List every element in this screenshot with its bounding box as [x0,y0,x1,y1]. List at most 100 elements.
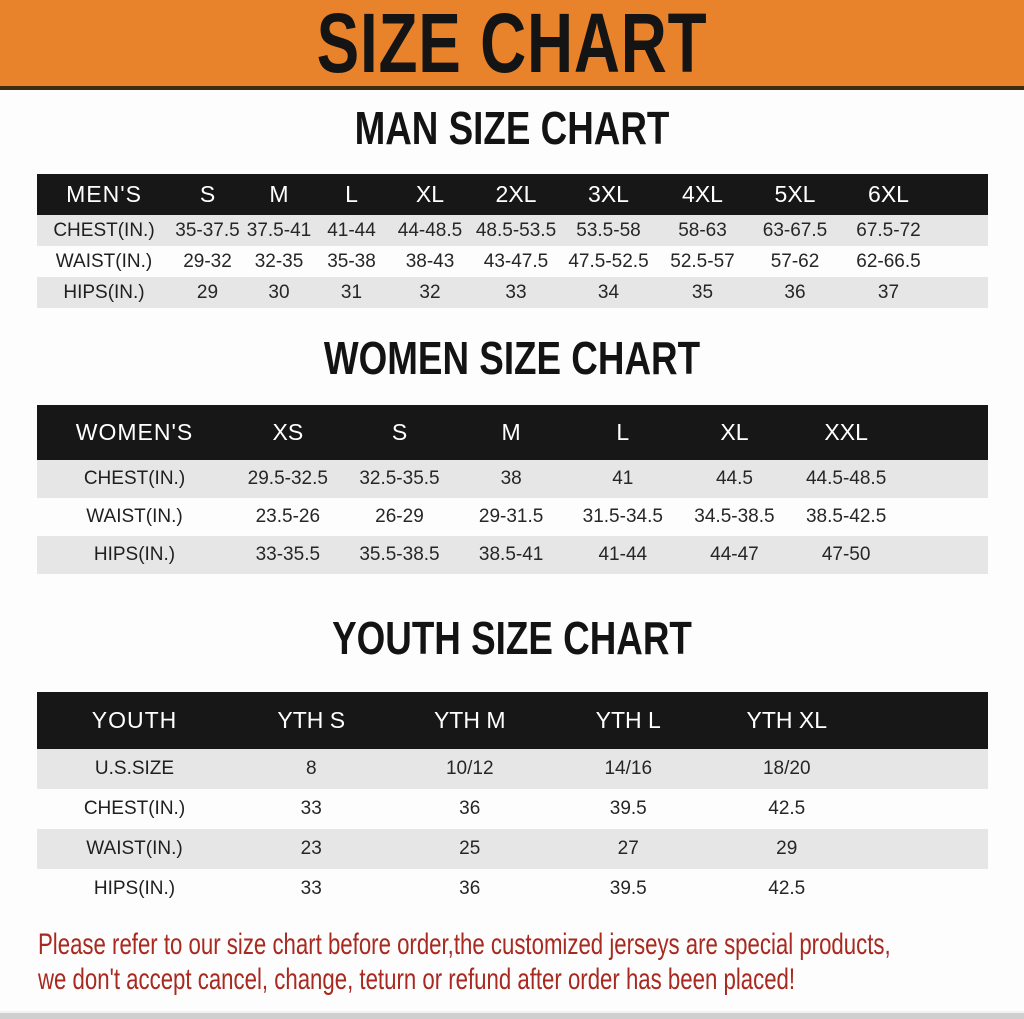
bottom-strip [0,1011,1024,1019]
table-cell: 31.5-34.5 [566,498,679,536]
column-header: M [455,405,567,460]
table-cell: 37.5-41 [244,215,314,246]
column-header: 6XL [841,174,936,215]
row-label: HIPS(IN.) [37,277,171,308]
table-row: CHEST(IN.) 35-37.5 37.5-41 41-44 44-48.5 48.5… [37,215,988,246]
table-cell: 43-47.5 [471,246,561,277]
table-cell: 44-47 [678,536,791,574]
table-cell: 8 [232,749,391,789]
table-cell: 36 [390,789,549,829]
table-cell: 41 [566,460,679,498]
row-spacer [902,498,988,536]
size-chart-banner: SIZE CHART [0,0,1024,90]
table-header-row: WOMEN'S XS S M L XL XXL [37,405,988,460]
table-cell: 47-50 [790,536,902,574]
table-header-row: MEN'S S M L XL 2XL 3XL 4XL 5XL 6XL [37,174,988,215]
column-header: S [343,405,456,460]
table-cell: 48.5-53.5 [471,215,561,246]
table-cell: 35-37.5 [171,215,244,246]
table-cell: 44.5-48.5 [790,460,902,498]
table-cell: 34 [561,277,656,308]
table-cell: 30 [244,277,314,308]
table-cell: 35 [656,277,749,308]
table-cell: 37 [841,277,936,308]
row-spacer [936,277,988,308]
table-row: CHEST(IN.) 33 36 39.5 42.5 [37,789,988,829]
table-cell: 33 [232,789,391,829]
row-label: CHEST(IN.) [37,215,171,246]
table-cell: 38-43 [389,246,471,277]
table-row: U.S.SIZE 8 10/12 14/16 18/20 [37,749,988,789]
table-cell: 39.5 [549,869,708,909]
women-size-table: WOMEN'S XS S M L XL XXL CHEST(IN.) 29.5-32.5 32.5… [37,405,988,574]
column-header: XL [389,174,471,215]
table-corner-label: YOUTH [37,692,232,749]
table-cell: 39.5 [549,789,708,829]
table-cell: 35.5-38.5 [343,536,456,574]
table-cell: 33 [471,277,561,308]
table-cell: 10/12 [390,749,549,789]
notice-line-1: Please refer to our size chart before or… [38,928,891,961]
table-cell: 27 [549,829,708,869]
table-cell: 29 [171,277,244,308]
table-cell: 41-44 [314,215,389,246]
row-spacer [866,749,988,789]
table-corner-label: MEN'S [37,174,171,215]
table-cell: 63-67.5 [749,215,841,246]
column-header: XS [232,405,344,460]
table-cell: 36 [749,277,841,308]
row-spacer [902,460,988,498]
men-size-table: MEN'S S M L XL 2XL 3XL 4XL 5XL 6XL CHEST(IN.) 35-37… [37,174,988,308]
column-header: L [314,174,389,215]
table-row: WAIST(IN.) 23 25 27 29 [37,829,988,869]
footer-notice: Please refer to our size chart before or… [0,927,1024,997]
table-cell: 25 [390,829,549,869]
women-section-heading: WOMEN SIZE CHART [323,332,701,384]
table-row: HIPS(IN.) 33-35.5 35.5-38.5 38.5-41 41-44 44-… [37,536,988,574]
column-header: 5XL [749,174,841,215]
man-section-heading: MAN SIZE CHART [354,102,670,154]
column-header: 2XL [471,174,561,215]
table-cell: 34.5-38.5 [678,498,791,536]
column-header: 4XL [656,174,749,215]
table-cell: 44-48.5 [389,215,471,246]
table-cell: 14/16 [549,749,708,789]
column-header: 3XL [561,174,656,215]
table-cell: 29-32 [171,246,244,277]
column-header: XXL [790,405,902,460]
table-cell: 52.5-57 [656,246,749,277]
table-cell: 23.5-26 [232,498,344,536]
table-row: HIPS(IN.) 33 36 39.5 42.5 [37,869,988,909]
table-row: CHEST(IN.) 29.5-32.5 32.5-35.5 38 41 44.5 44.5… [37,460,988,498]
table-cell: 23 [232,829,391,869]
table-cell: 18/20 [707,749,866,789]
row-label: WAIST(IN.) [37,829,232,869]
table-row: WAIST(IN.) 29-32 32-35 35-38 38-43 43-47.5 47.… [37,246,988,277]
table-cell: 38.5-42.5 [790,498,902,536]
table-cell: 38 [455,460,567,498]
row-spacer [866,789,988,829]
column-header: L [566,405,679,460]
table-cell: 47.5-52.5 [561,246,656,277]
table-cell: 58-63 [656,215,749,246]
row-label: HIPS(IN.) [37,869,232,909]
table-cell: 42.5 [707,789,866,829]
table-cell: 36 [390,869,549,909]
table-cell: 38.5-41 [455,536,567,574]
row-spacer [866,869,988,909]
table-cell: 44.5 [678,460,791,498]
row-label: CHEST(IN.) [37,460,232,498]
row-spacer [936,215,988,246]
table-cell: 29 [707,829,866,869]
table-cell: 41-44 [566,536,679,574]
table-cell: 35-38 [314,246,389,277]
row-label: WAIST(IN.) [37,246,171,277]
youth-size-table: YOUTH YTH S YTH M YTH L YTH XL U.S.SIZE 8 10/12… [37,692,988,909]
table-cell: 29-31.5 [455,498,567,536]
row-spacer [866,829,988,869]
table-row: WAIST(IN.) 23.5-26 26-29 29-31.5 31.5-34.5 34… [37,498,988,536]
header-spacer [936,174,988,215]
table-cell: 33 [232,869,391,909]
row-label: HIPS(IN.) [37,536,232,574]
